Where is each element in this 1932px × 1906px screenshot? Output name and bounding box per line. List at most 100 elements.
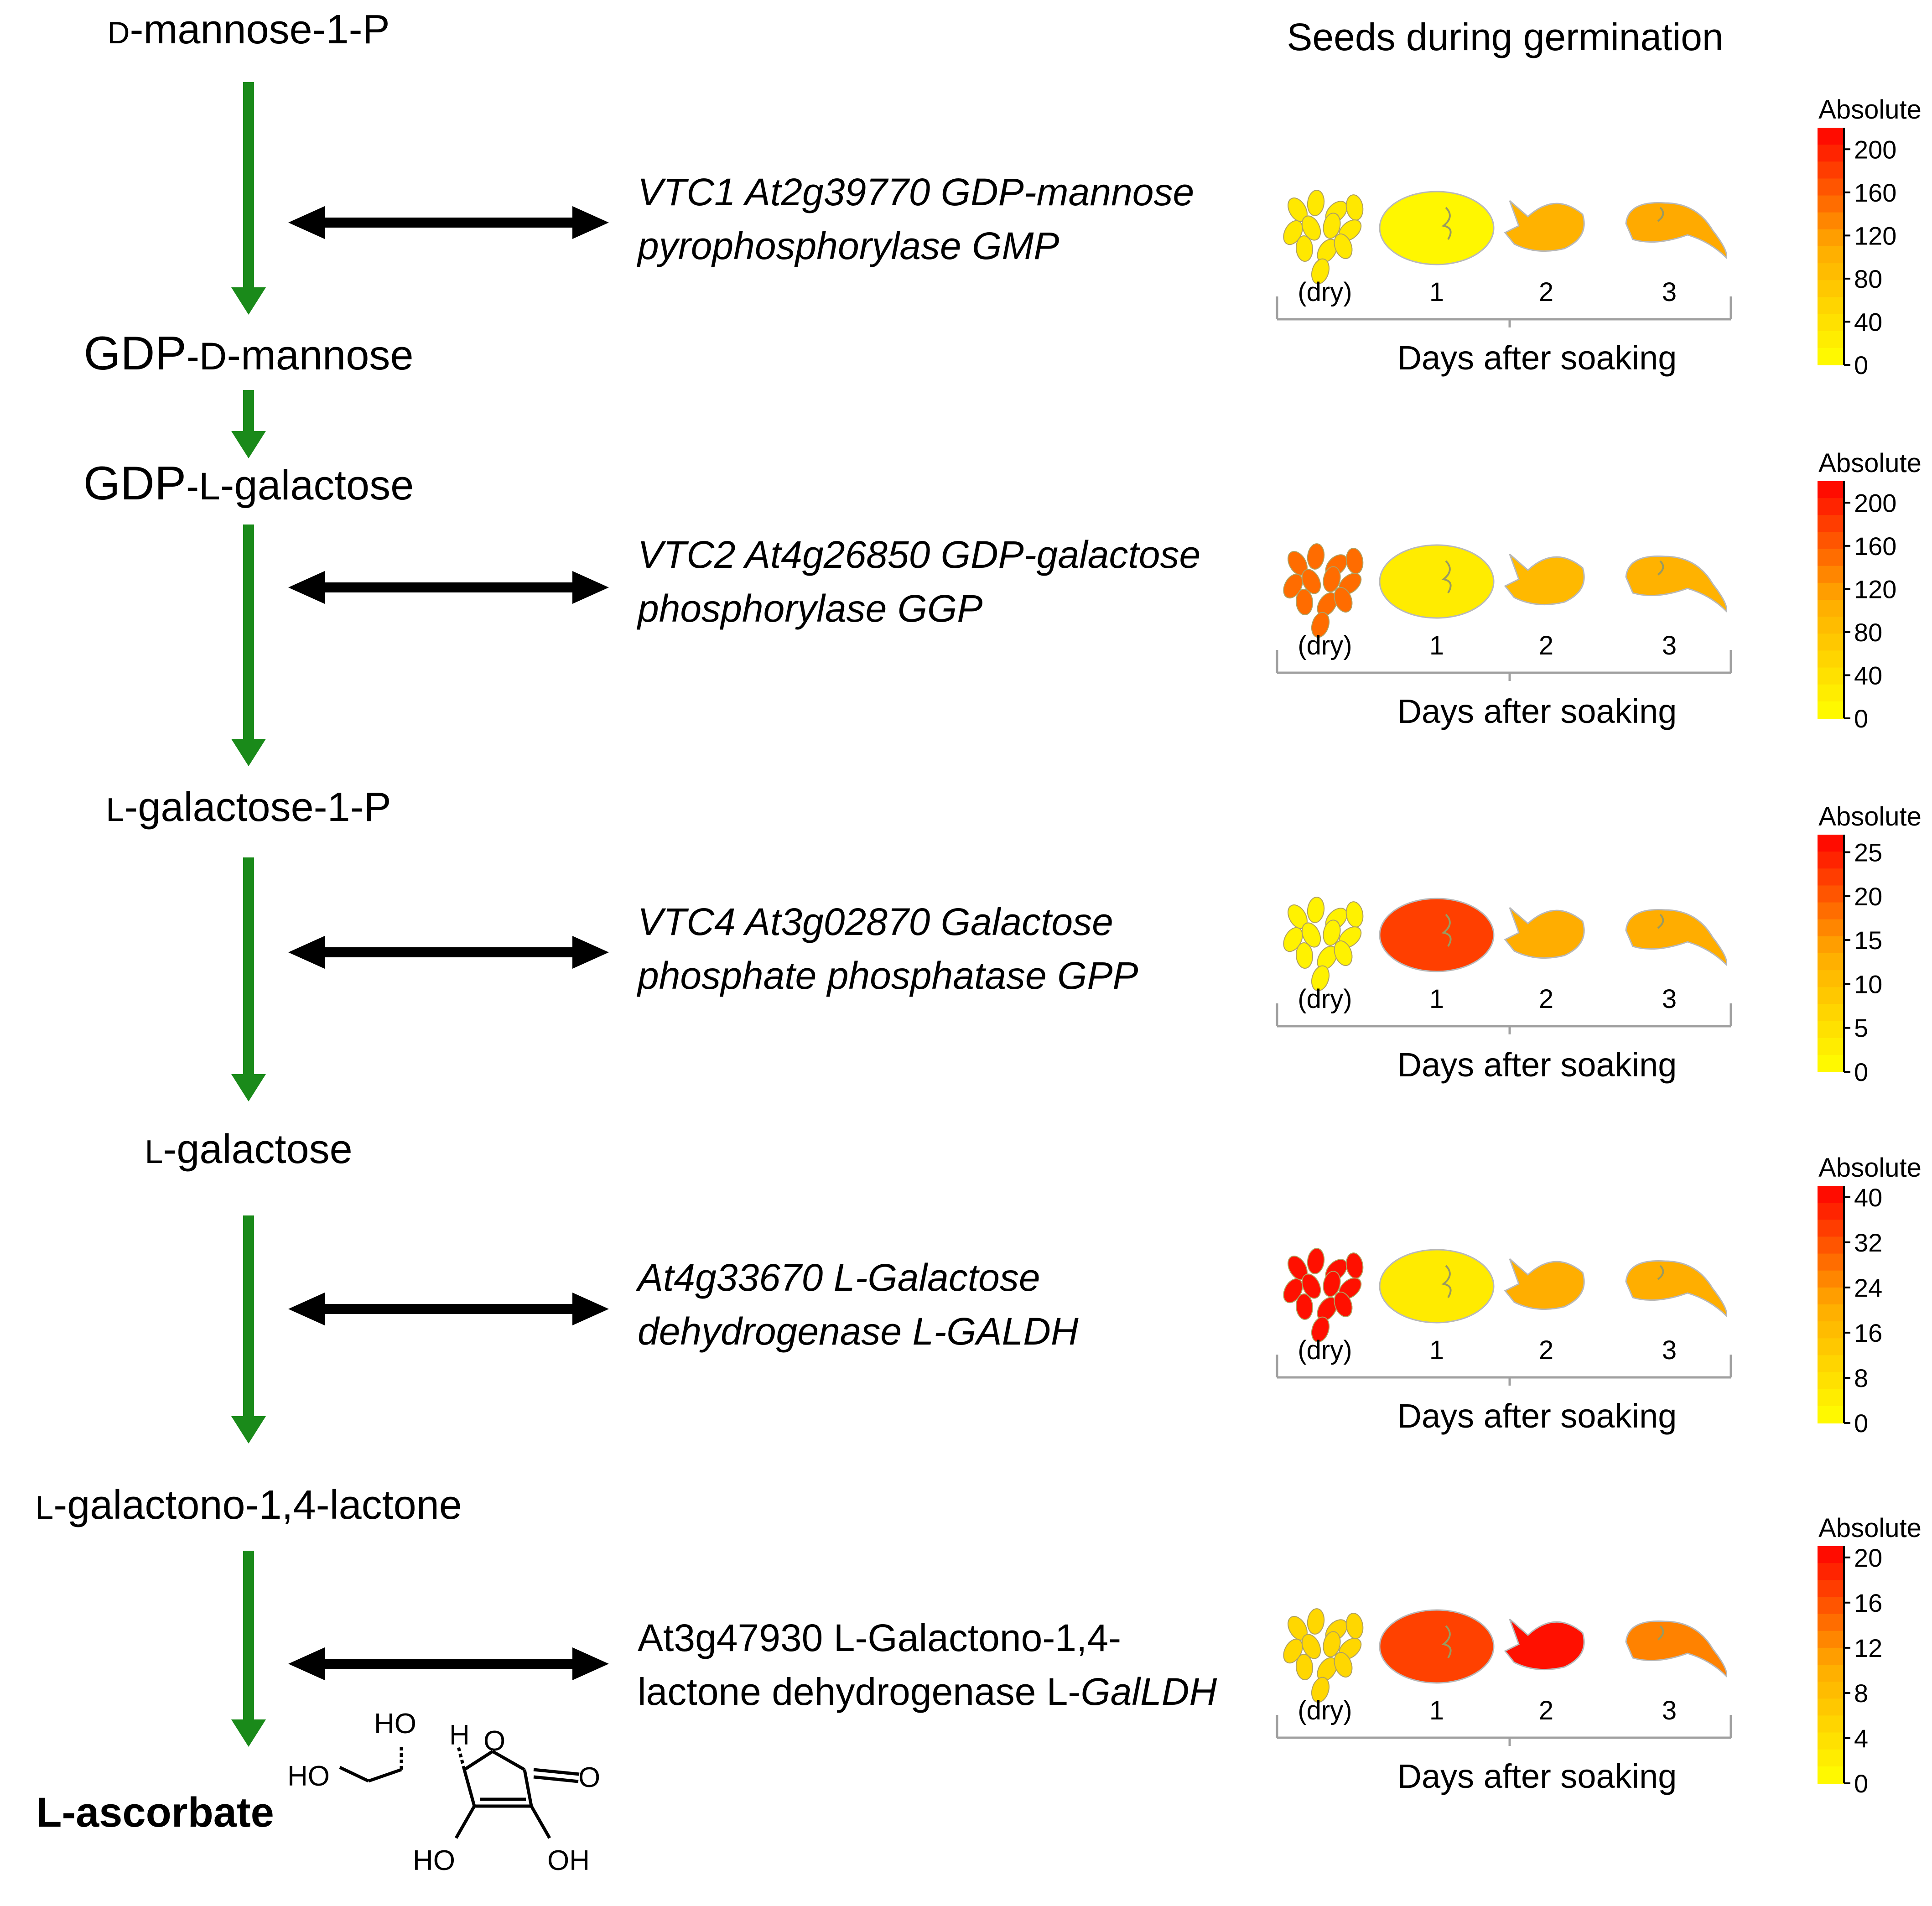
stage-image-1-2 — [1504, 553, 1585, 606]
legend-swatch-1-3 — [1818, 532, 1844, 550]
legend-swatch-4-6 — [1818, 1647, 1844, 1665]
legend-tick-label-0-1: 160 — [1854, 178, 1896, 207]
legend-swatch-0-5 — [1818, 212, 1844, 230]
expression-panel-1: (dry) 1 2 3 Days after soaking Absolute 200 160… — [1276, 448, 1922, 733]
legend-swatch-2-10 — [1818, 1004, 1844, 1022]
stage-image-1-1 — [1379, 544, 1495, 619]
legend-tick-label-2-1: 20 — [1854, 882, 1882, 911]
enzyme-link-head-left-1 — [288, 571, 325, 604]
legend-swatch-4-8 — [1818, 1682, 1844, 1699]
legend-swatch-4-4 — [1818, 1614, 1844, 1631]
stage-image-0-0-grain-4 — [1283, 220, 1303, 245]
xlabel-0: Days after soaking — [1397, 339, 1677, 377]
stage-image-4-3-detail — [1657, 1625, 1664, 1641]
legend-tick-label-4-5: 0 — [1854, 1769, 1868, 1798]
stage-image-1-3-detail — [1657, 560, 1664, 576]
stage-image-2-0-grain-10 — [1334, 940, 1353, 966]
enzyme-2-line1: VTC4 At3g02870 Galactose — [638, 900, 1113, 943]
pathway-arrow-head-1 — [231, 431, 266, 458]
legend-swatch-2-11 — [1818, 1021, 1844, 1039]
pathway-arrow-shaft-2 — [243, 525, 254, 741]
legend-swatch-3-6 — [1818, 1287, 1844, 1305]
stage-image-1-0-grain-11 — [1311, 612, 1330, 638]
legend-swatch-1-11 — [1818, 667, 1844, 685]
stage-image-1-0-grain-10 — [1334, 587, 1353, 613]
legend-swatch-0-9 — [1818, 280, 1844, 298]
legend-swatch-3-7 — [1818, 1304, 1844, 1322]
pathway-arrow-head-5 — [231, 1719, 266, 1747]
legend-swatch-4-10 — [1818, 1715, 1844, 1733]
stage-image-4-0-grain-10 — [1334, 1652, 1353, 1678]
ascorbate-structure-labels: HO H HO O O HO OH — [287, 1708, 600, 1876]
enzyme-link-head-right-0 — [572, 206, 609, 239]
enzyme-link-shaft-3 — [316, 1304, 582, 1314]
legend-swatch-3-5 — [1818, 1270, 1844, 1288]
stage-image-1-0-grain-6 — [1323, 566, 1341, 592]
legend-tick-label-0-0: 200 — [1854, 135, 1896, 164]
enzyme-link-shaft-4 — [316, 1659, 582, 1669]
legend-swatch-3-11 — [1818, 1372, 1844, 1390]
metabolite-galactose-1-p: L-galactose-1-P — [106, 784, 391, 830]
legend-swatch-1-4 — [1818, 549, 1844, 566]
legend-tick-label-4-2: 12 — [1854, 1634, 1882, 1662]
legend-tick-label-3-4: 8 — [1854, 1364, 1868, 1392]
label-ho-bottom: HO — [413, 1845, 455, 1876]
stage-axis-0 — [1276, 296, 1732, 327]
legend-swatch-0-10 — [1818, 297, 1844, 315]
stage-label-1-0: (dry) — [1298, 631, 1352, 660]
pathway-arrow-shaft-4 — [243, 1215, 254, 1418]
legend-swatch-0-3 — [1818, 178, 1844, 196]
stage-image-2-0-grain-3 — [1345, 901, 1364, 928]
enzyme-link-head-left-0 — [288, 206, 325, 239]
legend-swatch-0-13 — [1818, 348, 1844, 365]
legend-swatch-0-7 — [1818, 246, 1844, 264]
stage-image-1-1-detail — [1441, 560, 1452, 594]
stage-label-4-1: 1 — [1429, 1696, 1444, 1725]
stage-label-3-2: 2 — [1539, 1335, 1553, 1365]
stage-image-2-0-grain-4 — [1283, 927, 1303, 952]
legend-swatch-1-9 — [1818, 634, 1844, 651]
stage-image-2-0-grain-8 — [1295, 942, 1314, 969]
legend-swatch-1-0 — [1818, 481, 1844, 499]
metabolite-galactonolactone: L-galactono-1,4-lactone — [35, 1482, 462, 1528]
stage-image-2-3-detail — [1657, 914, 1664, 929]
xlabel-3: Days after soaking — [1397, 1397, 1677, 1435]
stage-image-3-0-grain-3 — [1345, 1252, 1364, 1279]
stage-image-4-0-grain-11 — [1311, 1677, 1330, 1703]
expression-panel-0: (dry) 1 2 3 Days after soaking Absolute 200 160… — [1276, 95, 1922, 379]
enzyme-4-line2: lactone dehydrogenase L-GalLDH — [638, 1670, 1217, 1713]
stage-image-3-0-grain-11 — [1311, 1316, 1330, 1343]
stage-label-4-3: 3 — [1662, 1696, 1677, 1725]
enzyme-link-arrows — [288, 206, 609, 1680]
stage-image-0-0-grain-5 — [1301, 215, 1321, 241]
stage-image-4-0-grain-6 — [1323, 1631, 1341, 1657]
legend-swatch-0-2 — [1818, 161, 1844, 179]
enzyme-link-head-right-1 — [572, 571, 609, 604]
label-h: H — [449, 1719, 470, 1751]
stage-image-4-0-grain-3 — [1345, 1613, 1364, 1639]
legend-tick-label-4-0: 20 — [1854, 1543, 1882, 1572]
xlabel-1: Days after soaking — [1397, 692, 1677, 730]
stage-label-2-0: (dry) — [1298, 984, 1352, 1014]
pathway-arrow-head-3 — [231, 1074, 266, 1101]
metabolite-list: D-mannose-1-P GDP-D-mannose GDP-L-galact… — [35, 7, 462, 1836]
stage-image-0-0-grain-3 — [1345, 194, 1364, 221]
enzyme-0-line1: VTC1 At2g39770 GDP-mannose — [638, 171, 1194, 213]
legend-swatch-4-2 — [1818, 1580, 1844, 1598]
legend-tick-label-4-3: 8 — [1854, 1679, 1868, 1708]
stage-image-4-0-grain-5 — [1301, 1634, 1321, 1659]
legend-swatch-1-8 — [1818, 617, 1844, 634]
xlabel-4: Days after soaking — [1397, 1757, 1677, 1795]
legend-swatch-1-13 — [1818, 701, 1844, 719]
legend-swatch-3-2 — [1818, 1220, 1844, 1237]
metabolite-gdp-mannose: GDP-D-mannose — [83, 327, 413, 380]
stage-label-0-0: (dry) — [1298, 277, 1352, 307]
legend-tick-label-3-3: 16 — [1854, 1319, 1882, 1347]
stage-image-1-3 — [1625, 556, 1728, 613]
stage-axis-3 — [1276, 1355, 1732, 1386]
stage-image-1-0-grain-5 — [1301, 569, 1321, 594]
stage-image-2-1 — [1379, 898, 1495, 972]
stage-image-3-1-detail — [1441, 1265, 1452, 1298]
